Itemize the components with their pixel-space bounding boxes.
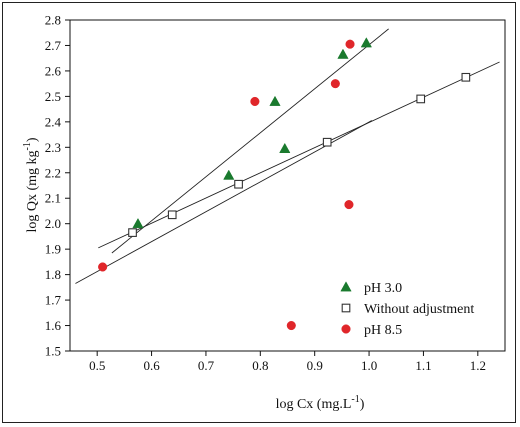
plot-border [69,19,506,352]
fit-line [111,28,389,254]
legend-marker [341,303,351,313]
x-tick-label: 1.0 [361,358,377,373]
legend: pH 3.0 Without adjustment pH 8.5 [340,281,474,338]
fit-line [75,120,372,284]
data-point [345,39,355,49]
y-tick-label: 2.3 [45,140,61,155]
y-axis-ticks: 1.5 1.6 1.7 1.8 1.9 2.0 2.1 2.2 2.3 2.4 2.5 2.6 2.7 2… [45,13,70,359]
x-tick-label: 0.7 [198,358,215,373]
plot-area [69,19,506,352]
legend-marker [340,281,352,292]
legend-label: pH 3.0 [364,281,402,296]
y-axis-title: log Qx (mg kg-1) [22,137,40,232]
data-point [286,320,296,331]
legend-marker [341,324,351,334]
chart-frame [2,2,516,423]
data-point [337,48,349,59]
y-tick-label: 1.9 [45,242,61,257]
x-tick-label: 0.8 [252,358,268,373]
y-tick-label: 2.6 [45,63,62,78]
data-point [461,72,471,82]
y-tick-label: 2.2 [45,165,61,180]
data-point [167,210,177,220]
y-tick-label: 2.0 [45,216,61,231]
data-point [322,137,332,147]
data-point [360,37,372,48]
data-point [98,262,108,272]
data-point [234,179,243,189]
data-markers [98,37,471,331]
y-tick-label: 2.7 [45,38,62,53]
x-tick-label: 0.5 [89,358,105,373]
data-point [344,200,354,210]
y-tick-label: 2.1 [45,191,61,206]
data-point [416,94,426,104]
x-tick-label: 1.2 [470,358,486,373]
fit-lines [75,28,500,284]
fit-line [98,61,500,249]
x-tick-label: 0.9 [307,358,323,373]
data-point [269,95,281,106]
legend-label: pH 8.5 [364,323,402,338]
data-point [279,142,291,153]
y-tick-label: 2.8 [45,13,61,28]
x-axis-title: log Cx (mg.L-1) [276,394,365,412]
data-point [132,217,144,229]
y-tick-label: 1.8 [45,267,61,282]
y-tick-label: 2.5 [45,89,61,104]
y-tick-label: 2.4 [45,114,62,129]
x-tick-label: 0.6 [143,358,160,373]
data-point [250,96,260,107]
y-tick-label: 1.7 [45,293,62,308]
data-point [128,228,137,237]
data-point [330,79,340,89]
y-tick-label: 1.6 [45,318,62,333]
y-tick-label: 1.5 [45,344,61,359]
x-axis-ticks: 0.5 0.6 0.7 0.8 0.9 1.0 1.1 1.2 [89,351,486,373]
data-point [223,169,235,180]
legend-label: Without adjustment [364,302,474,317]
x-tick-label: 1.1 [415,358,431,373]
